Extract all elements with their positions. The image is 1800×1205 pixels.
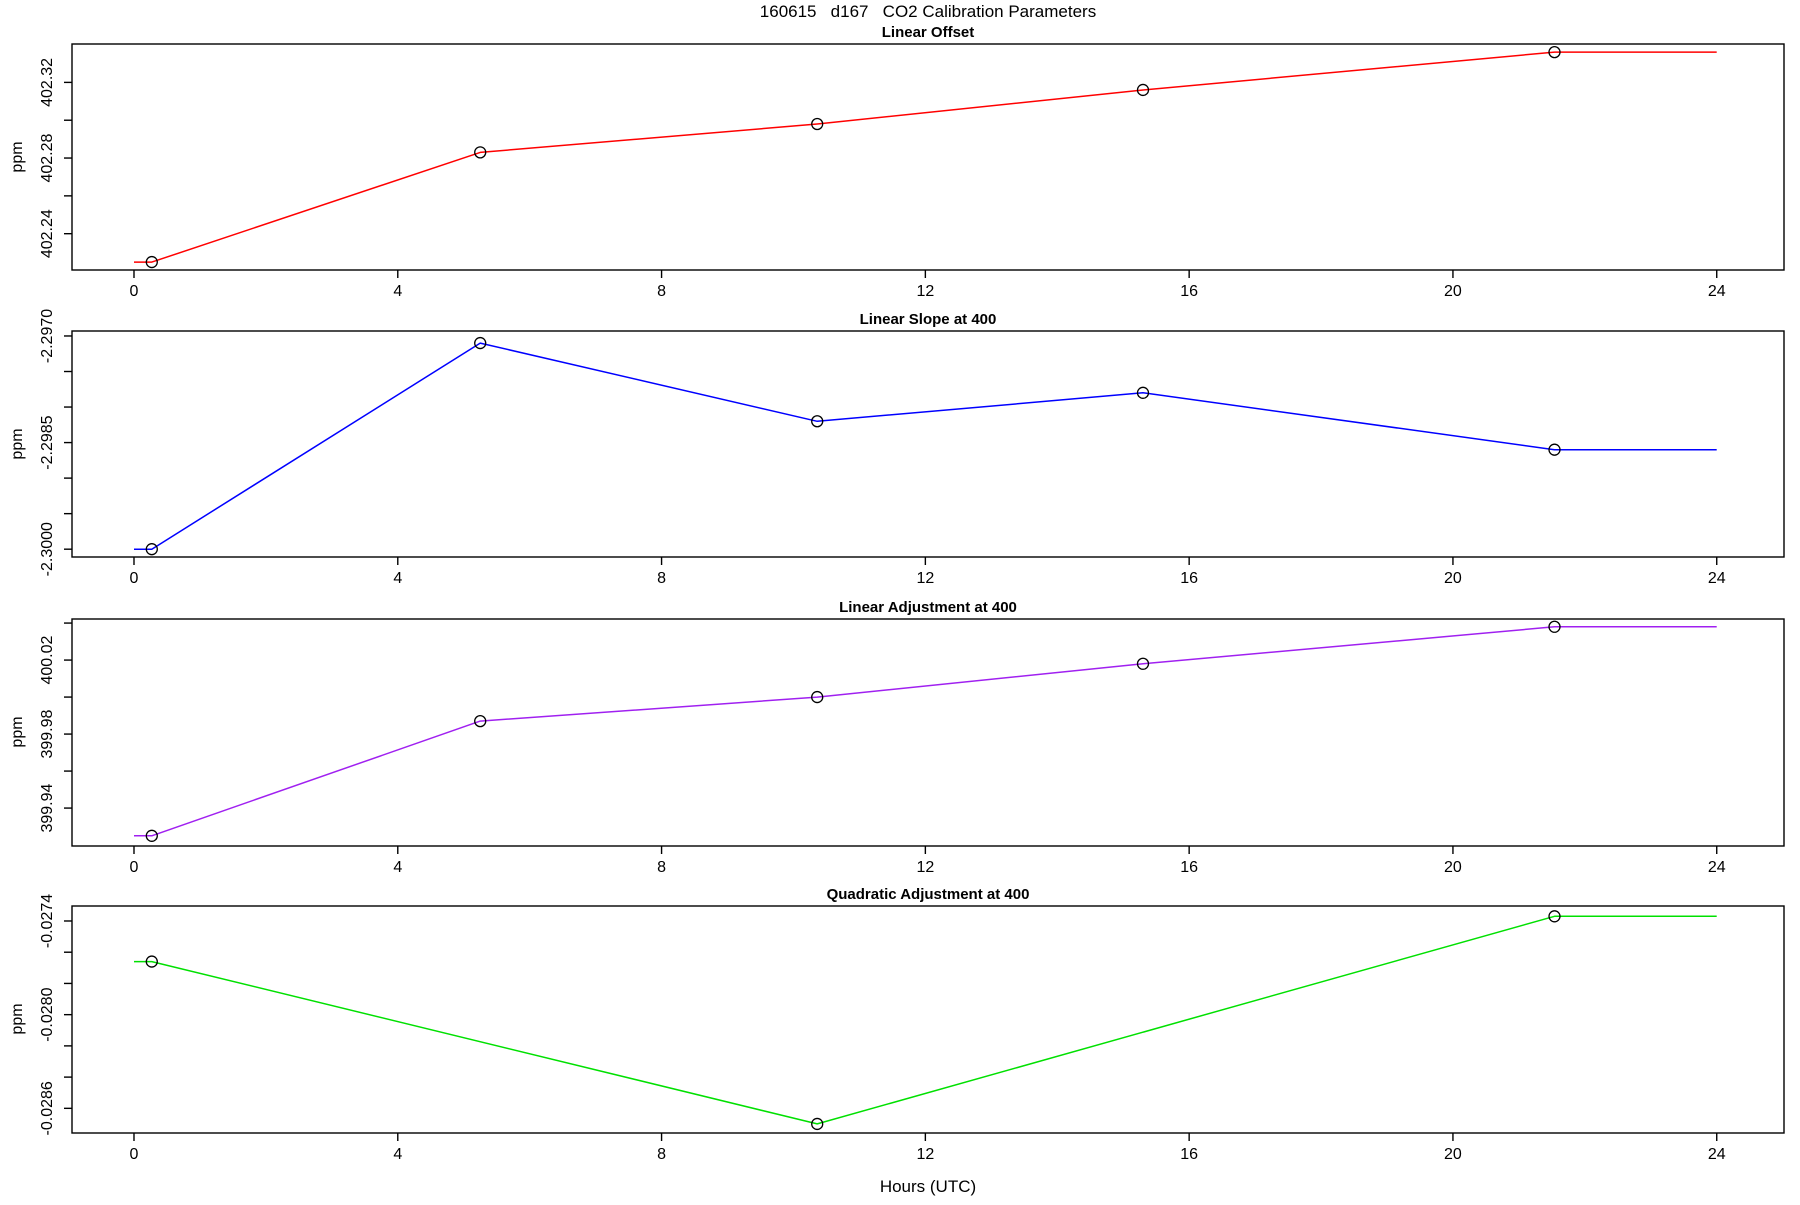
x-tick-label: 20 — [1444, 283, 1462, 300]
data-point-marker — [145, 829, 158, 842]
y-tick-label: -2.2985 — [39, 415, 56, 469]
plot-frame — [71, 618, 1785, 847]
subplot-1-title: Linear Offset — [882, 24, 975, 41]
data-point-marker — [145, 255, 158, 269]
x-tick-label: 20 — [1444, 1146, 1462, 1163]
subplot-4-plot-area: 0 4 8 12 16 20 24 -0.0274 -0.0280 -0.0286 — [39, 894, 1785, 1163]
x-tick-label: 12 — [916, 283, 934, 300]
subplot-3-title: Linear Adjustment at 400 — [839, 599, 1017, 616]
subplot-linear-adjustment: Linear Adjustment at 400 ppm 0 4 8 12 16 20 24… — [9, 599, 1785, 876]
y-tick-label: -0.0280 — [39, 987, 56, 1041]
x-tick-label: 16 — [1180, 859, 1198, 876]
plot-frame — [71, 43, 1785, 271]
data-point-marker — [1136, 386, 1150, 399]
x-tick-label: 12 — [916, 859, 934, 876]
y-tick-label: 402.28 — [39, 133, 56, 182]
plot-frame — [71, 905, 1785, 1134]
subplot-linear-offset: Linear Offset ppm 0 4 8 12 16 20 24 402.24 402.2… — [9, 24, 1785, 300]
x-tick-label: 4 — [393, 859, 402, 876]
x-tick-label: 16 — [1180, 570, 1198, 587]
x-tick-label: 24 — [1708, 1146, 1726, 1163]
data-point-marker — [811, 1117, 824, 1131]
subplot-1-y-axis-label: ppm — [9, 141, 26, 172]
y-tick-label: -2.3000 — [39, 522, 56, 576]
subplot-4-y-axis-label: ppm — [9, 1003, 26, 1034]
x-tick-label: 24 — [1708, 859, 1726, 876]
x-tick-label: 0 — [130, 283, 139, 300]
data-point-marker — [1136, 83, 1150, 97]
x-tick-label: 24 — [1708, 570, 1726, 587]
data-point-marker — [474, 336, 487, 350]
data-point-marker — [1136, 657, 1150, 670]
data-point-marker — [811, 690, 824, 704]
data-point-marker — [474, 714, 487, 728]
x-tick-label: 4 — [393, 570, 402, 587]
subplot-1-plot-area: 0 4 8 12 16 20 24 402.24 402.28 402.32 — [39, 43, 1785, 300]
y-tick-label: 400.02 — [39, 636, 56, 685]
x-tick-label: 16 — [1180, 283, 1198, 300]
data-point-marker — [145, 543, 158, 556]
series-line — [134, 915, 1717, 1125]
x-tick-label: 20 — [1444, 570, 1462, 587]
data-point-marker — [1548, 443, 1561, 456]
x-tick-label: 4 — [393, 283, 402, 300]
subplot-3-y-axis-label: ppm — [9, 716, 26, 747]
x-tick-label: 4 — [393, 1146, 402, 1163]
subplot-linear-slope: Linear Slope at 400 ppm 0 4 8 12 16 20 24 -2.29… — [9, 309, 1785, 587]
series-line — [134, 626, 1717, 837]
subplot-2-plot-area: 0 4 8 12 16 20 24 -2.2970 -2.2985 -2.3000 — [39, 309, 1785, 587]
x-tick-label: 8 — [657, 1146, 666, 1163]
data-point-marker — [145, 955, 158, 968]
series-line — [134, 51, 1717, 263]
x-tick-label: 0 — [130, 859, 139, 876]
subplot-4-title: Quadratic Adjustment at 400 — [827, 886, 1030, 903]
subplot-3-plot-area: 0 4 8 12 16 20 24 399.94 399.98 400.02 — [39, 618, 1785, 876]
y-tick-label: 402.32 — [39, 58, 56, 107]
y-tick-label: 399.98 — [39, 710, 56, 759]
y-tick-label: -0.0286 — [39, 1081, 56, 1135]
x-tick-label: 0 — [130, 570, 139, 587]
subplot-2-y-axis-label: ppm — [9, 428, 26, 459]
x-tick-label: 16 — [1180, 1146, 1198, 1163]
x-tick-label: 8 — [657, 283, 666, 300]
x-tick-label: 12 — [916, 570, 934, 587]
data-point-marker — [1548, 620, 1561, 633]
y-tick-label: -2.2970 — [39, 309, 56, 363]
data-point-marker — [811, 117, 824, 131]
x-tick-label: 20 — [1444, 859, 1462, 876]
plot-frame — [71, 330, 1785, 558]
x-tick-label: 0 — [130, 1146, 139, 1163]
subplot-2-title: Linear Slope at 400 — [860, 311, 997, 328]
x-axis-title: Hours (UTC) — [880, 1177, 976, 1196]
main-title: 160615 d167 CO2 Calibration Parameters — [760, 2, 1096, 21]
data-point-marker — [474, 146, 487, 159]
data-point-marker — [811, 415, 824, 428]
data-point-marker — [1548, 910, 1561, 923]
subplot-quadratic-adjustment: Quadratic Adjustment at 400 ppm 0 4 8 12 16 2… — [9, 886, 1785, 1163]
data-point-marker — [1548, 45, 1561, 59]
y-tick-label: 399.94 — [39, 784, 56, 833]
y-tick-label: -0.0274 — [39, 894, 56, 948]
x-tick-label: 8 — [657, 570, 666, 587]
x-tick-label: 24 — [1708, 283, 1726, 300]
y-tick-label: 402.24 — [39, 209, 56, 258]
x-tick-label: 12 — [916, 1146, 934, 1163]
series-line — [134, 342, 1717, 550]
x-tick-label: 8 — [657, 859, 666, 876]
